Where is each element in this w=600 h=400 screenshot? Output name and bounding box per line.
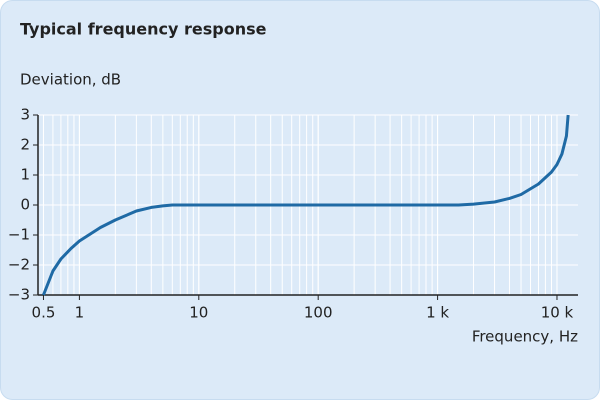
x-tick-label: 10 bbox=[189, 304, 208, 322]
x-tick-label: 0.5 bbox=[32, 304, 56, 322]
x-tick-label: 10 k bbox=[541, 304, 574, 322]
x-tick-label: 1 k bbox=[426, 304, 449, 322]
y-tick-label: 0 bbox=[20, 196, 30, 214]
y-tick-label: −3 bbox=[8, 286, 30, 304]
y-tick-label: 2 bbox=[20, 136, 30, 154]
x-tick-label: 1 bbox=[75, 304, 85, 322]
chart-title: Typical frequency response bbox=[20, 20, 267, 39]
y-tick-label: −1 bbox=[8, 226, 30, 244]
y-axis-label: Deviation, dB bbox=[20, 71, 121, 89]
y-tick-label: −2 bbox=[8, 256, 30, 274]
x-axis-label: Frequency, Hz bbox=[472, 328, 578, 346]
line bbox=[42, 114, 570, 296]
x-tick-label: 100 bbox=[304, 304, 333, 322]
y-tick-label: 1 bbox=[20, 166, 30, 184]
y-tick-label: 3 bbox=[20, 106, 30, 124]
